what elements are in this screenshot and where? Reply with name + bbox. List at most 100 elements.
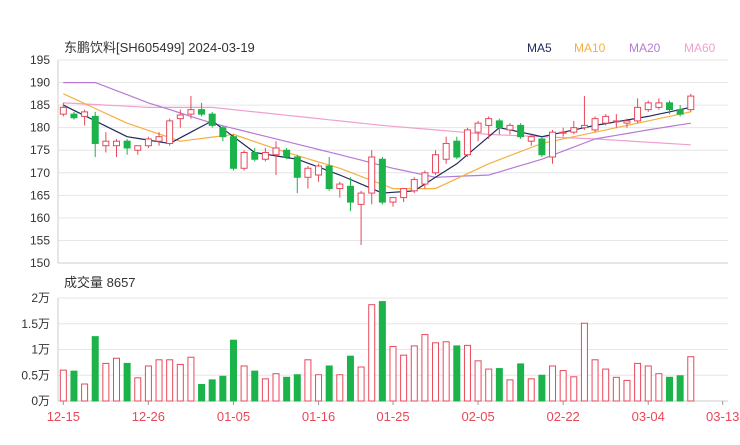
candle [187,96,195,119]
candle-body [666,102,674,111]
volume-bar [304,359,312,402]
price-tick-label: 190 [30,76,50,90]
candle [368,150,376,205]
candle-body [687,95,695,111]
volume-bars [59,301,695,402]
candle-body [432,154,440,174]
candle-body [293,156,301,178]
candle [538,136,546,157]
volume-bar [602,368,610,402]
candle [634,98,642,124]
volume-bar [272,373,280,402]
candle [591,116,599,133]
candle-body [346,185,354,203]
candle-body [144,138,152,147]
candle [410,177,418,194]
candle-body [208,113,216,126]
candle-body [400,188,408,199]
candle [166,118,174,146]
volume-bar [389,345,397,402]
candle-body [570,127,578,133]
candle [432,150,440,176]
candle-body [112,140,120,147]
candle-body [421,172,429,185]
date-tick-label: 12-15 [47,409,80,424]
volume-bar [293,374,301,402]
candle-body [325,165,333,190]
candle [527,134,535,146]
volume-bar [517,363,525,402]
price-tick-label: 180 [30,121,50,135]
candle-body [591,118,599,131]
volume-tick-label: 2万 [31,291,50,305]
candle [506,123,514,135]
candle [346,177,354,212]
volume-bar [676,375,684,402]
candle-body [517,124,525,138]
candle-body [602,115,610,124]
candle-body [134,145,142,151]
candle [81,109,89,126]
volume-bar [495,368,503,402]
candle [59,102,67,117]
volume-bar [432,342,440,402]
candle [123,138,131,155]
candle [176,109,184,128]
date-tick-label: 03-13 [706,409,739,424]
legend-item-ma60: MA60 [684,41,716,55]
candle-body [623,120,631,124]
candle [378,156,386,205]
candle-body [123,140,131,149]
candle-body [453,140,461,158]
date-tick-label: 02-05 [461,409,494,424]
candle [304,166,312,189]
candle [134,145,142,155]
candle-body [389,197,397,203]
date-tick-label: 02-22 [547,409,580,424]
volume-bar [400,354,408,402]
candle-body [219,127,227,138]
candle-body [261,151,269,160]
volume-bar [368,304,376,402]
candle-body [580,124,588,129]
volume-tick-label: 1万 [31,343,50,357]
date-axis: 12-15 12-26 01-05 01-16 01-25 02-05 02-22 03-04… [47,401,739,424]
candle [666,100,674,115]
candle-body [336,183,344,190]
volume-bar [91,336,99,402]
price-tick-label: 150 [30,256,50,270]
legend-item-ma5: MA5 [527,41,552,55]
volume-bar [538,374,546,402]
candle-body [378,158,386,203]
volume-bar [155,359,163,402]
candle-body [81,111,89,117]
volume-bar [666,376,674,402]
candle-body [304,167,312,178]
candle-body [187,109,195,115]
candle-body [176,114,184,120]
candle [251,147,259,162]
price-axis: 195 190 185 180 175 170 165 160 155 150 [30,53,50,270]
price-tick-label: 185 [30,98,50,112]
candle-body [240,151,248,169]
candle-body [463,129,471,156]
candle-body [315,165,323,176]
candle [474,120,482,142]
candle-body [102,140,110,147]
volume-bar [336,374,344,402]
candle-body [198,109,206,115]
candle-body [229,136,237,169]
candle-body [251,151,259,160]
candle [70,111,78,120]
candle [144,136,152,148]
date-tick-label: 03-04 [632,409,665,424]
volume-bar [580,322,588,402]
volume-bar [134,377,142,402]
date-tick-label: 01-16 [302,409,335,424]
volume-bar [261,378,269,402]
candle-body [442,142,450,160]
candle-body [272,147,280,156]
candle-body [644,102,652,111]
volume-bar [229,339,237,402]
